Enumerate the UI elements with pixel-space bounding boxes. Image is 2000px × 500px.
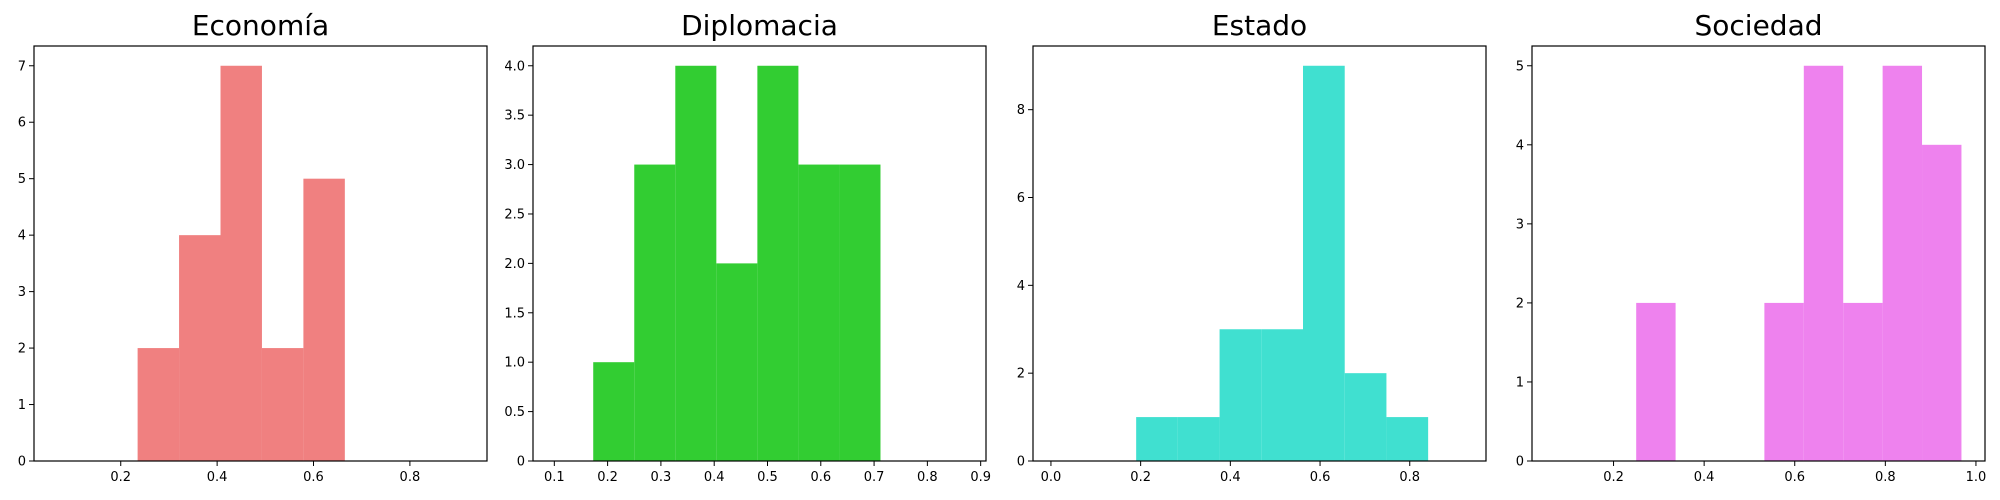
histogram-bar: [1922, 144, 1962, 462]
x-tick-label: 0.8: [1399, 470, 1420, 485]
histogram-bar: [1177, 417, 1220, 461]
histogram-bar: [179, 235, 221, 461]
x-tick-label: 0.2: [110, 470, 131, 485]
x-tick-label: 0.9: [970, 470, 991, 485]
plot-frame: [33, 45, 488, 462]
plot-frame: [1032, 45, 1487, 462]
y-tick-label: 5: [18, 172, 26, 187]
x-tick-label: 0.0: [1041, 470, 1062, 485]
panel-title: Diplomacia: [681, 9, 838, 42]
y-tick-label: 4.0: [504, 59, 525, 74]
plot-frame: [1531, 45, 1986, 462]
y-tick-label: 2: [18, 342, 26, 357]
histogram-bar: [1344, 373, 1387, 461]
y-tick-label: 0: [1516, 455, 1524, 470]
panel-economia: Economía 0.2 0.4 0.6 0.8 0 1 2 3 4 5 6 7: [18, 9, 488, 485]
histogram-bar: [757, 65, 799, 461]
y-tick-label: 0: [517, 455, 525, 470]
x-tick-label: 0.6: [1310, 470, 1331, 485]
x-tick-label: 0.4: [704, 470, 725, 485]
histogram-bar: [1636, 302, 1676, 461]
panel-title: Economía: [192, 9, 329, 42]
histogram-bar: [1261, 329, 1304, 461]
y-tick-label: 2: [1017, 367, 1025, 382]
x-tick-label: 0.6: [1784, 470, 1805, 485]
y-tick-label: 3: [18, 285, 26, 300]
x-tick-label: 0.5: [757, 470, 778, 485]
y-tick-label: 0.5: [504, 405, 525, 420]
x-tick-label: 0.4: [1694, 470, 1715, 485]
histogram-bar: [675, 65, 717, 461]
y-tick-label: 7: [18, 59, 26, 74]
histogram-bar: [634, 164, 676, 462]
x-tick-label: 0.8: [1875, 470, 1896, 485]
panel-title: Estado: [1212, 9, 1307, 42]
histogram-bar: [261, 348, 304, 461]
y-tick-label: 3.5: [504, 109, 525, 124]
y-tick-label: 2.0: [504, 257, 525, 272]
x-tick-label: 0.6: [810, 470, 831, 485]
y-tick-label: 0: [18, 455, 26, 470]
histogram-bar: [716, 263, 758, 461]
histogram-bar: [220, 65, 262, 461]
panel-title: Sociedad: [1694, 9, 1822, 42]
histogram-bar: [303, 178, 345, 461]
histogram-bar: [839, 164, 881, 462]
histogram-bar: [1136, 417, 1178, 461]
y-tick-label: 1.5: [504, 306, 525, 321]
x-tick-label: 0.4: [207, 470, 228, 485]
histogram-bar: [1303, 65, 1345, 461]
histogram-bar: [798, 164, 840, 462]
panel-diplomacia: Diplomacia 0.1 0.2 0.3 0.4 0.5 0.6 0.7 0.8 0.9 0 0…: [504, 9, 991, 485]
histogram-bar: [1803, 65, 1844, 461]
histogram-bar: [1386, 417, 1429, 461]
y-tick-label: 4: [1516, 138, 1524, 153]
x-tick-label: 0.2: [1603, 470, 1624, 485]
y-tick-label: 8: [1017, 103, 1025, 118]
x-tick-label: 0.7: [864, 470, 885, 485]
y-tick-label: 6: [1017, 191, 1025, 206]
y-tick-label: 2: [1516, 296, 1524, 311]
x-tick-label: 1.0: [1966, 470, 1987, 485]
x-tick-label: 0.6: [303, 470, 324, 485]
x-tick-label: 0.4: [1220, 470, 1241, 485]
y-tick-label: 5: [1516, 59, 1524, 74]
y-tick-label: 1: [18, 398, 26, 413]
y-tick-label: 3: [1516, 217, 1524, 232]
histogram-bar: [1882, 65, 1923, 461]
x-tick-label: 0.2: [1130, 470, 1151, 485]
x-tick-label: 0.8: [400, 470, 421, 485]
panel-estado: Estado 0.0 0.2 0.4 0.6 0.8 0 2 4 6 8: [1017, 9, 1487, 485]
y-tick-label: 4: [1017, 279, 1025, 294]
y-tick-label: 1: [1516, 375, 1524, 390]
histogram-bar: [1219, 329, 1262, 461]
histogram-bar: [593, 362, 635, 461]
x-tick-label: 0.8: [917, 470, 938, 485]
x-tick-label: 0.3: [651, 470, 672, 485]
plot-frame: [532, 45, 987, 462]
histogram-bar: [1764, 302, 1804, 461]
x-tick-label: 0.1: [544, 470, 565, 485]
y-tick-label: 1.0: [504, 356, 525, 371]
histogram-bar: [1843, 302, 1883, 461]
panel-sociedad: Sociedad 0.2 0.4 0.6 0.8 1.0 0 1 2 3 4 5: [1516, 9, 1987, 485]
y-tick-label: 6: [18, 116, 26, 131]
y-tick-label: 3.0: [504, 158, 525, 173]
x-tick-label: 0.2: [597, 470, 618, 485]
histogram-bar: [137, 348, 180, 461]
y-tick-label: 0: [1017, 455, 1025, 470]
y-tick-label: 2.5: [504, 207, 525, 222]
y-tick-label: 4: [18, 229, 26, 244]
